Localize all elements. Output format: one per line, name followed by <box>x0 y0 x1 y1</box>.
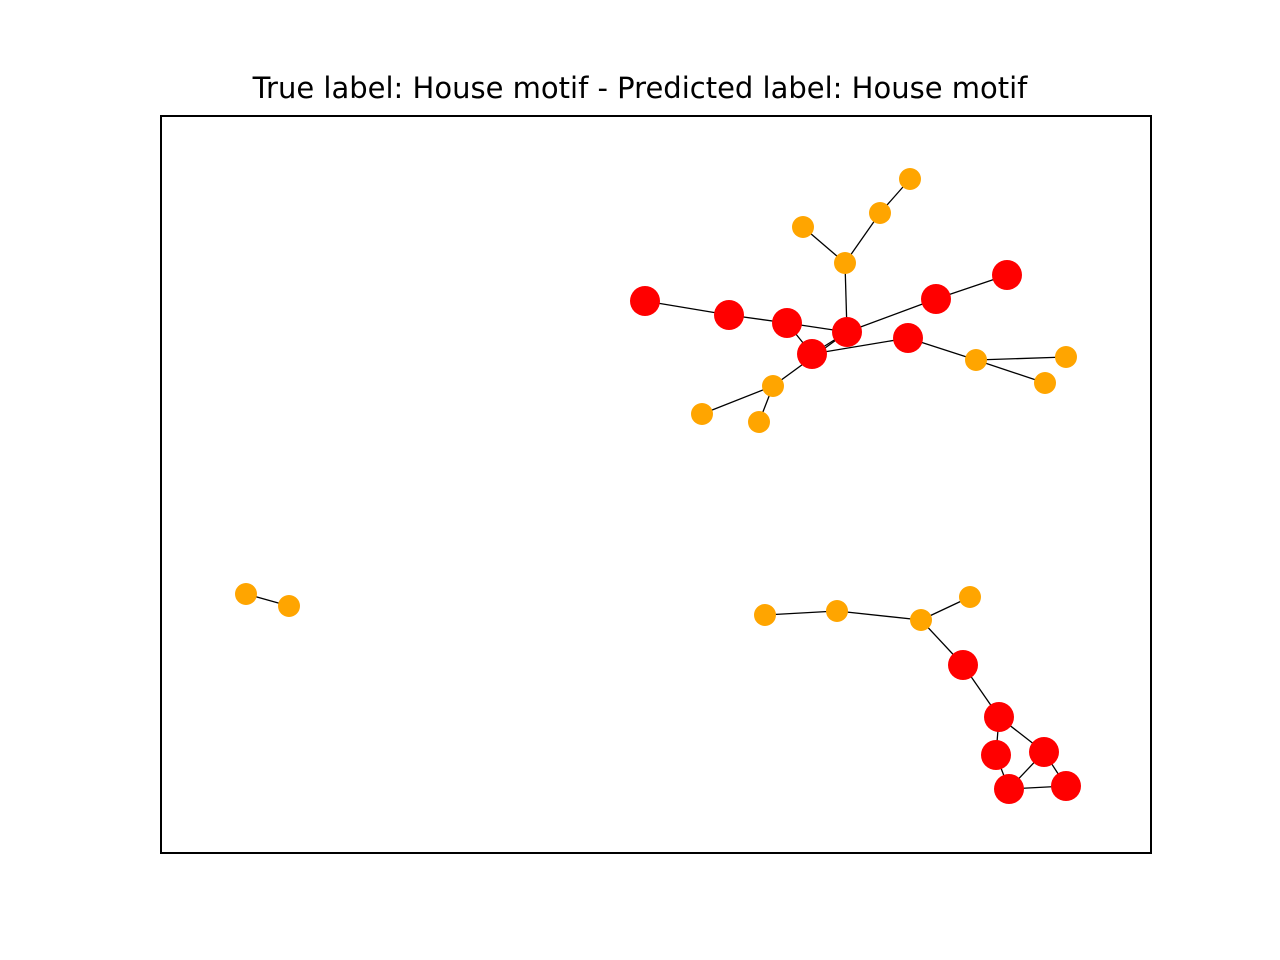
graph-edge <box>836 610 922 621</box>
motif-node <box>1029 737 1059 767</box>
motif-node <box>714 300 744 330</box>
edge-layer <box>245 178 1067 790</box>
graph-node <box>762 375 784 397</box>
graph-edge <box>811 337 909 355</box>
graph-node <box>278 595 300 617</box>
motif-node <box>893 323 923 353</box>
motif-node <box>994 774 1024 804</box>
graph-node <box>834 252 856 274</box>
node-layer <box>235 168 1081 804</box>
graph-node <box>792 216 814 238</box>
graph-node <box>869 202 891 224</box>
motif-node <box>981 740 1011 770</box>
graph-edge <box>975 359 1046 384</box>
graph-edge <box>764 610 838 616</box>
figure-title: True label: House motif - Predicted labe… <box>252 71 1028 105</box>
motif-node <box>992 260 1022 290</box>
graph-node <box>959 586 981 608</box>
graph-node <box>1034 372 1056 394</box>
motif-node <box>1051 771 1081 801</box>
motif-node <box>921 284 951 314</box>
motif-node <box>772 308 802 338</box>
motif-node <box>948 650 978 680</box>
graph-edge <box>701 385 774 415</box>
graph-node <box>899 168 921 190</box>
plot-frame <box>160 115 1152 854</box>
graph-node <box>235 583 257 605</box>
graph-node <box>826 600 848 622</box>
graph-node <box>1055 346 1077 368</box>
motif-node <box>984 702 1014 732</box>
motif-node <box>630 286 660 316</box>
graph-node <box>754 604 776 626</box>
motif-node <box>832 317 862 347</box>
graph-edge <box>846 298 937 333</box>
graph-edge <box>975 356 1067 361</box>
graph-node <box>910 609 932 631</box>
graph-node <box>965 349 987 371</box>
graph-node <box>691 403 713 425</box>
motif-node <box>797 339 827 369</box>
graph-node <box>748 411 770 433</box>
